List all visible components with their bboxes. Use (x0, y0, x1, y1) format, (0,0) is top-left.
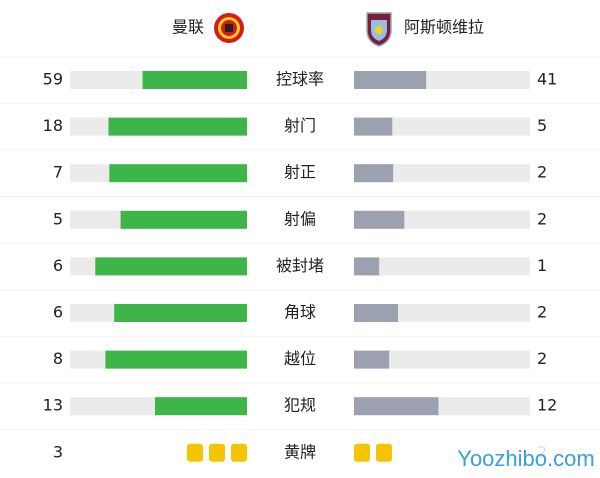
away-bar (354, 350, 390, 369)
away-value: 2 (537, 209, 547, 228)
stat-label: 犯规 (284, 396, 316, 415)
away-crest (366, 12, 392, 47)
away-value: 41 (537, 70, 557, 89)
home-value: 7 (53, 163, 63, 182)
stat-label: 被封堵 (276, 256, 324, 275)
away-track (354, 257, 530, 276)
away-bar (354, 210, 405, 229)
home-bar (108, 117, 247, 136)
home-value: 6 (53, 256, 63, 275)
stat-label: 黄牌 (284, 442, 316, 461)
away-team: 阿斯顿维拉 (404, 18, 484, 37)
yellow-card (209, 443, 225, 462)
yellow-card (376, 443, 392, 462)
home-value: 18 (43, 116, 63, 135)
home-value: 6 (53, 303, 63, 322)
away-bar (354, 257, 380, 276)
watermark: Yoozhibo.com (457, 446, 594, 471)
yellow-card (354, 443, 370, 462)
home-bar (154, 397, 247, 416)
home-team: 曼联 (172, 18, 204, 37)
away-value: 12 (537, 396, 557, 415)
home-value: 13 (43, 396, 63, 415)
home-bar (95, 257, 248, 276)
away-value: 1 (537, 256, 547, 275)
away-bar (354, 164, 394, 183)
away-bar (354, 397, 439, 416)
away-bar (354, 117, 393, 136)
watermark-bg (452, 446, 600, 474)
stat-label: 射门 (284, 116, 316, 135)
home-bar (109, 164, 247, 183)
away-value: 2 (537, 349, 547, 368)
home-value: 59 (43, 70, 63, 89)
away-bar (354, 304, 398, 322)
home-bar (120, 210, 247, 229)
home-value: 3 (53, 442, 63, 461)
yellow-card (231, 443, 247, 462)
yellow-card (187, 443, 203, 462)
home-bar (105, 350, 248, 369)
home-bar (114, 304, 247, 322)
stat-label: 角球 (284, 303, 316, 322)
home-bar (142, 71, 247, 89)
stat-label: 越位 (284, 349, 316, 368)
away-bar (354, 71, 427, 89)
home-value: 8 (53, 349, 63, 368)
home-crest (214, 13, 244, 43)
home-value: 5 (53, 209, 63, 228)
away-value: 2 (537, 163, 547, 182)
away-track (354, 117, 530, 136)
away-value: 2 (537, 303, 547, 322)
stat-label: 射偏 (284, 209, 316, 228)
stat-label: 射正 (284, 163, 316, 182)
away-track (354, 350, 530, 369)
away-track (354, 164, 530, 183)
stat-label: 控球率 (276, 70, 324, 89)
away-value: 5 (537, 116, 547, 135)
